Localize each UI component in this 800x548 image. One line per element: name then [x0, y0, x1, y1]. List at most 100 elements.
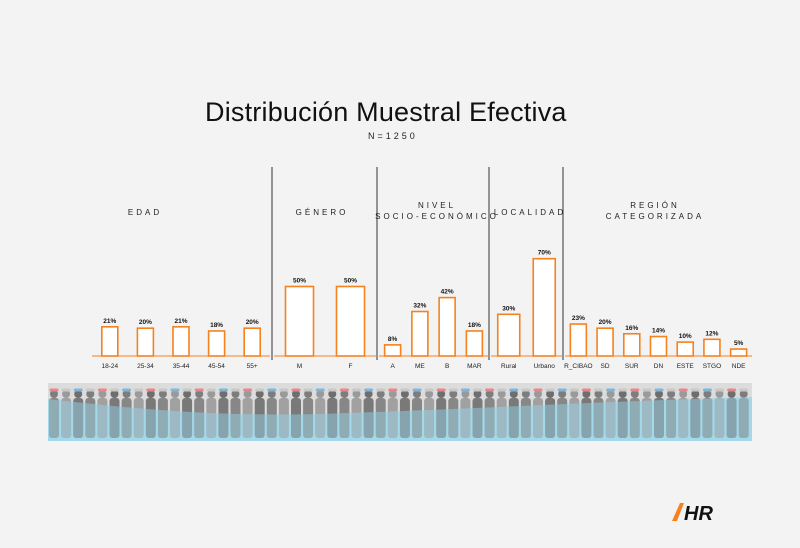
- bar-4-3: [649, 335, 668, 357]
- person-body-52: [678, 398, 689, 438]
- person-body-10: [170, 398, 180, 438]
- panel-title-2-0: NIVEL: [418, 201, 456, 210]
- bar-3-0: [496, 313, 521, 357]
- person-head-0: [50, 390, 58, 398]
- value-label-2-0: 8%: [388, 336, 398, 343]
- category-label-4-4: ESTE: [677, 363, 695, 370]
- person-body-54: [702, 398, 713, 438]
- bar-2-2: [438, 296, 456, 357]
- panel-title-4-0: REGIÓN: [630, 201, 680, 210]
- person-head-3: [86, 390, 95, 398]
- chart-subtitle: N=1250: [368, 131, 418, 141]
- value-label-4-6: 5%: [734, 340, 744, 347]
- person-cap-32: [436, 388, 446, 392]
- category-label-1-1: F: [349, 363, 353, 370]
- person-head-29: [400, 390, 409, 398]
- person-head-32: [437, 390, 446, 398]
- person-head-46: [606, 390, 615, 398]
- person-body-15: [230, 398, 241, 438]
- person-cap-36: [485, 388, 495, 392]
- person-head-25: [352, 390, 361, 398]
- person-body-22: [315, 398, 326, 438]
- person-cap-11: [182, 388, 192, 392]
- person-body-44: [581, 398, 592, 438]
- person-cap-17: [255, 388, 265, 392]
- category-label-0-0: 18-24: [101, 363, 118, 370]
- person-body-53: [690, 398, 701, 438]
- person-head-48: [630, 390, 639, 398]
- value-label-4-5: 12%: [705, 330, 718, 337]
- person-cap-39: [521, 388, 531, 392]
- person-cap-42: [557, 388, 567, 392]
- bar-1-0: [284, 285, 315, 357]
- person-body-14: [218, 398, 229, 438]
- person-cap-33: [448, 388, 458, 392]
- person-body-43: [569, 398, 580, 438]
- person-head-26: [364, 390, 373, 398]
- person-cap-25: [352, 388, 361, 392]
- person-cap-2: [73, 388, 83, 392]
- person-cap-49: [642, 388, 652, 392]
- person-cap-29: [400, 388, 410, 392]
- person-body-41: [545, 398, 556, 438]
- person-cap-27: [376, 388, 386, 392]
- person-cap-13: [206, 388, 216, 392]
- person-body-39: [520, 398, 531, 438]
- person-head-33: [449, 390, 458, 398]
- person-cap-21: [303, 388, 313, 392]
- person-body-28: [387, 398, 398, 438]
- person-body-55: [714, 398, 725, 438]
- person-body-30: [412, 398, 422, 438]
- category-label-0-2: 35-44: [173, 363, 190, 370]
- person-cap-18: [267, 388, 277, 392]
- person-cap-44: [581, 388, 591, 392]
- person-head-10: [171, 390, 179, 398]
- person-cap-57: [739, 388, 749, 392]
- person-body-1: [61, 398, 72, 438]
- value-label-4-0: 23%: [572, 315, 585, 322]
- person-body-11: [182, 398, 193, 438]
- person-cap-52: [678, 388, 688, 392]
- value-label-4-2: 16%: [625, 325, 638, 332]
- category-label-0-1: 25-34: [137, 363, 154, 370]
- person-body-3: [85, 398, 96, 438]
- person-cap-20: [291, 388, 301, 392]
- value-label-1-1: 50%: [344, 278, 357, 285]
- bar-4-4: [676, 341, 695, 357]
- person-cap-19: [279, 388, 289, 392]
- bar-4-5: [703, 338, 721, 357]
- person-body-35: [472, 398, 483, 438]
- person-cap-10: [170, 388, 180, 392]
- category-label-4-3: DN: [654, 363, 664, 370]
- person-head-38: [509, 390, 518, 398]
- person-head-19: [279, 390, 288, 398]
- person-body-46: [605, 398, 616, 438]
- person-head-36: [485, 390, 494, 398]
- person-head-4: [98, 390, 107, 398]
- person-body-0: [49, 398, 59, 438]
- person-body-37: [496, 398, 507, 438]
- person-cap-16: [243, 388, 253, 392]
- person-cap-40: [533, 388, 543, 392]
- person-body-18: [266, 398, 277, 438]
- panel-title-0-0: EDAD: [128, 208, 162, 217]
- bar-2-0: [383, 344, 402, 357]
- person-head-53: [691, 390, 700, 398]
- category-label-2-1: ME: [415, 363, 425, 370]
- person-cap-4: [97, 388, 107, 392]
- person-cap-28: [388, 388, 398, 392]
- bar-2-1: [411, 310, 429, 357]
- person-head-44: [582, 390, 591, 398]
- person-cap-22: [315, 388, 325, 392]
- person-head-41: [546, 390, 555, 398]
- person-cap-24: [339, 388, 349, 392]
- person-head-35: [473, 390, 482, 398]
- person-body-38: [508, 398, 519, 438]
- person-body-8: [145, 398, 156, 438]
- person-cap-0: [49, 388, 59, 392]
- person-head-55: [715, 390, 724, 398]
- person-head-9: [158, 390, 167, 398]
- person-body-29: [399, 398, 410, 438]
- person-head-16: [243, 390, 252, 398]
- value-label-4-4: 10%: [679, 333, 692, 340]
